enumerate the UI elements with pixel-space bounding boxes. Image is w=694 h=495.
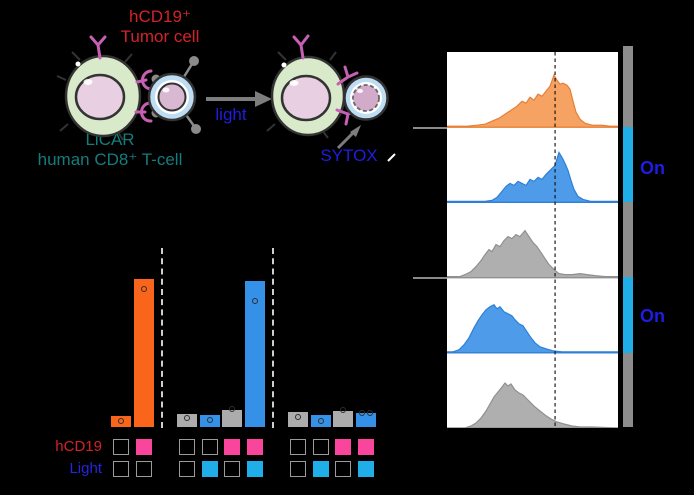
bar	[355, 413, 376, 427]
light-state-segment-off	[623, 353, 633, 427]
light-state-segment-on	[623, 277, 633, 353]
data-point-marker	[140, 286, 147, 292]
condition-checkbox-off	[179, 461, 195, 477]
group-separator	[272, 248, 274, 428]
data-point-marker	[229, 406, 235, 412]
on-label: On	[640, 158, 665, 178]
histogram-orange-1	[446, 73, 619, 128]
tumor-cell-illustration-dying	[343, 75, 389, 121]
condition-checkbox-on	[335, 439, 351, 455]
sytox-arrow	[336, 125, 361, 150]
light-arrow-label: light	[215, 105, 247, 124]
tumor-cell-label-line1: hCD19⁺	[129, 7, 191, 26]
data-point-marker	[358, 410, 365, 416]
tumor-cell-illustration-left	[147, 56, 201, 134]
condition-checkbox-off	[179, 439, 195, 455]
tumor-cell-label-line2: Tumor cell	[120, 27, 200, 46]
tcell-illustration-left	[56, 35, 154, 141]
bar	[244, 281, 265, 427]
condition-checkbox-off	[113, 461, 129, 477]
callout-line-middle	[413, 277, 447, 279]
light-state-segment-off	[623, 46, 633, 127]
data-point-marker	[206, 417, 213, 423]
condition-checkbox-on	[312, 461, 329, 477]
light-state-bar	[623, 46, 633, 427]
condition-checkbox-on	[357, 439, 374, 455]
hcd19-row-label: hCD19	[55, 438, 102, 455]
callout-line-top	[413, 127, 447, 129]
condition-checkbox-on	[246, 439, 263, 455]
bar	[333, 411, 353, 427]
group-separator	[161, 248, 163, 428]
condition-checkbox-off	[224, 461, 240, 477]
condition-checkbox-off	[335, 461, 351, 477]
condition-checkbox-on	[357, 461, 374, 477]
tcell-illustration-right	[266, 34, 360, 139]
data-point-marker	[340, 407, 346, 413]
bar	[222, 410, 242, 427]
condition-checkbox-off	[113, 439, 129, 455]
condition-checkbox-on	[135, 439, 152, 455]
histogram-gray-5	[447, 382, 619, 429]
condition-checkbox-off	[201, 439, 218, 455]
data-point-marker	[317, 418, 324, 424]
cells-illustration	[56, 34, 396, 162]
condition-checkbox-on	[246, 461, 263, 477]
light-state-segment-on	[623, 127, 633, 202]
condition-checkbox-on	[201, 461, 218, 477]
light-state-segment-off	[623, 202, 633, 277]
data-point-marker	[295, 414, 301, 420]
flow-histogram-panel	[446, 52, 619, 429]
data-point-marker	[251, 298, 258, 304]
bar	[133, 279, 154, 427]
car-receptor-icon	[292, 34, 360, 126]
condition-checkbox-off	[290, 461, 306, 477]
car-receptor-icon	[89, 35, 154, 123]
condition-checkbox-off	[290, 439, 306, 455]
sparkle-icon	[387, 153, 396, 162]
condition-checkbox-off	[312, 439, 329, 455]
histogram-gray-3	[446, 229, 619, 279]
sytox-label: SYTOX	[320, 146, 378, 165]
condition-checkbox-off	[135, 461, 152, 477]
light-arrow	[206, 91, 272, 107]
data-point-marker	[184, 415, 190, 421]
light-row-label: Light	[69, 460, 102, 477]
on-label: On	[640, 306, 665, 326]
data-point-marker	[366, 410, 373, 416]
flow-histograms	[446, 52, 619, 429]
condition-checkbox-on	[224, 439, 240, 455]
tcell-label: human CD8⁺ T-cell	[37, 150, 183, 169]
histogram-blue-2	[446, 150, 619, 203]
histogram-blue-4	[446, 304, 619, 354]
data-point-marker	[118, 418, 124, 424]
